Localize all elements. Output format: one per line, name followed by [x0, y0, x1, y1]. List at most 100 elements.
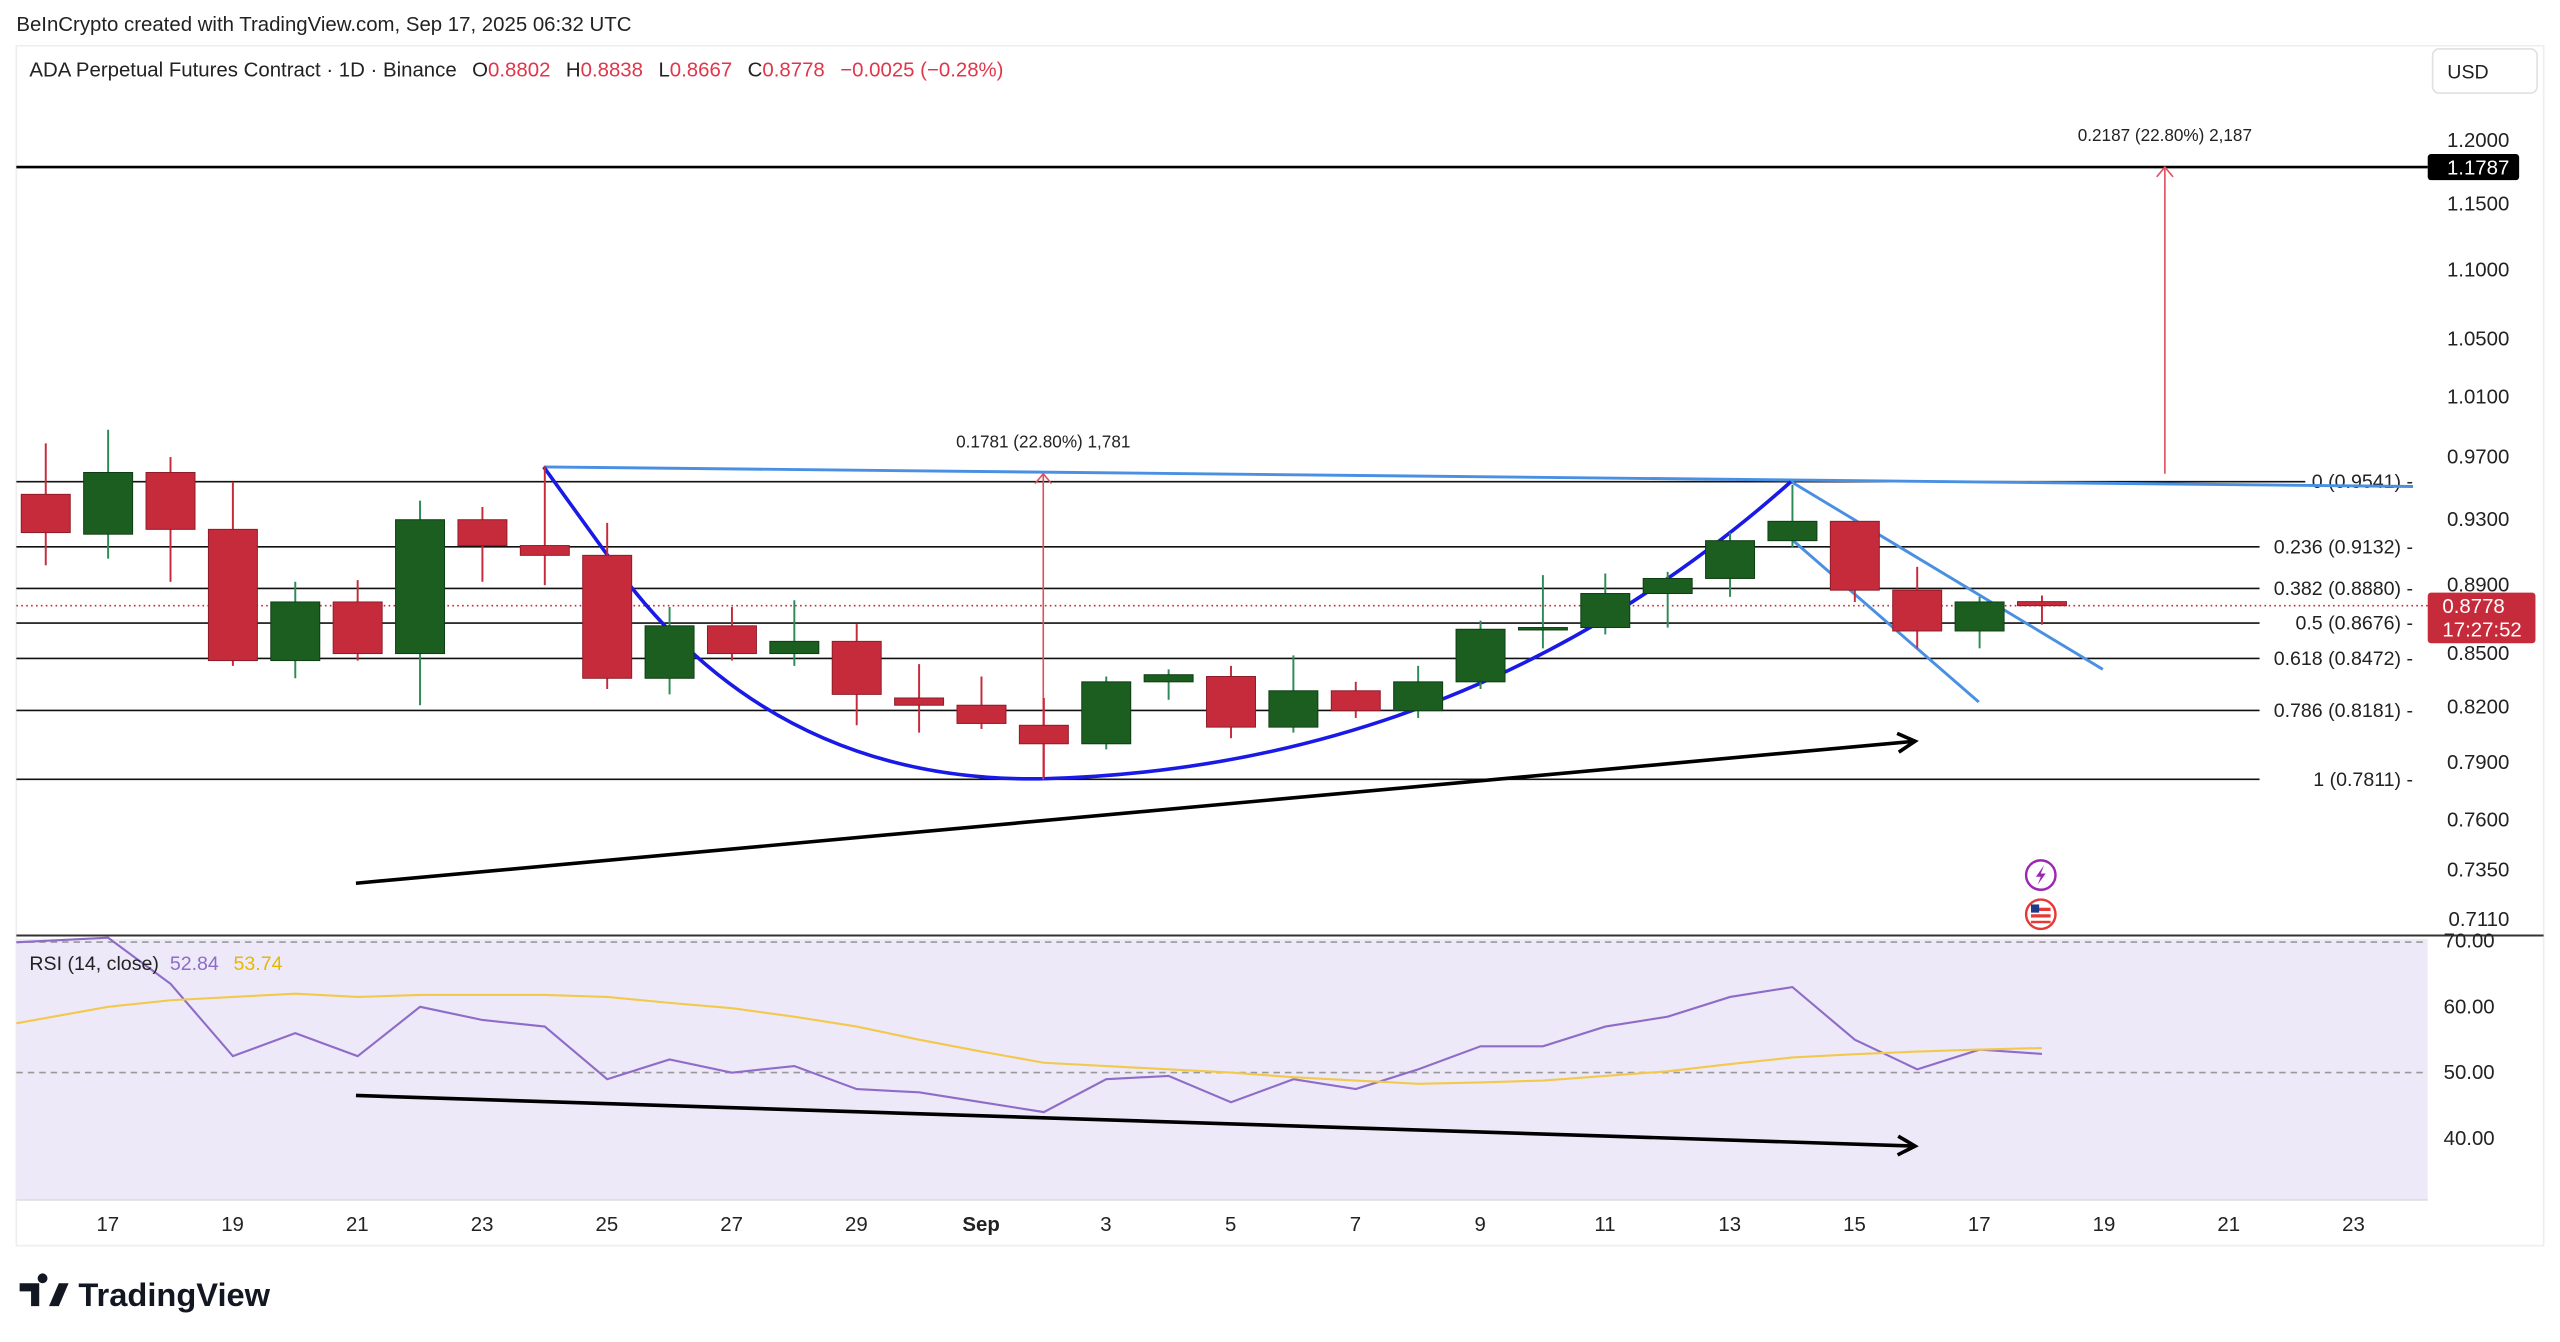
- fib-level-label: 0.382 (0.8880) -: [2274, 578, 2413, 600]
- low-value: 0.8667: [670, 60, 732, 82]
- last-price-badge: [2427, 592, 2536, 644]
- neckline-trendline[interactable]: [543, 465, 2414, 488]
- us-flag-icon[interactable]: [2024, 898, 2057, 931]
- rsi-axis-tick: 70.00: [2444, 931, 2495, 953]
- candle-body[interactable]: [1206, 676, 1256, 728]
- flag-lower-line[interactable]: [1790, 537, 1980, 704]
- rsi-line[interactable]: [16, 936, 2043, 1114]
- last-price-value: 0.8778: [2442, 596, 2504, 618]
- time-axis-tick: 15: [1843, 1214, 1866, 1236]
- change-value: −0.0025 (−0.28%): [840, 60, 1003, 82]
- price-axis-tick: 0.7600: [2447, 810, 2509, 832]
- measure-arrow-head: [2156, 165, 2174, 178]
- price-axis-tick: 1.1500: [2447, 193, 2509, 215]
- candle-body[interactable]: [457, 519, 508, 547]
- rsi-title: RSI (14, close): [29, 953, 158, 975]
- time-axis-tick: 7: [1350, 1214, 1361, 1236]
- candle-body[interactable]: [395, 519, 446, 655]
- rsi-background: [16, 938, 2428, 1200]
- candle-body[interactable]: [1268, 690, 1319, 728]
- open-value: 0.8802: [488, 60, 550, 82]
- time-axis-tick: 9: [1475, 1214, 1486, 1236]
- candle-body[interactable]: [1081, 681, 1132, 745]
- candle-body[interactable]: [582, 554, 633, 679]
- rsi-axis-tick: 60.00: [2444, 996, 2495, 1018]
- candle-body[interactable]: [894, 697, 945, 706]
- credit-text: BeInCrypto created with TradingView.com,…: [16, 14, 631, 36]
- time-axis-tick: 29: [845, 1214, 868, 1236]
- target-price-value: 1.1787: [2447, 157, 2509, 179]
- candle-body[interactable]: [207, 528, 258, 662]
- time-axis-tick: 25: [596, 1214, 619, 1236]
- high-value: 0.8838: [581, 60, 643, 82]
- candle-body[interactable]: [83, 471, 134, 535]
- open-label: O: [472, 60, 488, 82]
- candle-body[interactable]: [1580, 593, 1631, 629]
- price-axis-tick: 0.9700: [2447, 447, 2509, 469]
- rsi-ma-line[interactable]: [16, 992, 2042, 1085]
- candle-body[interactable]: [831, 640, 882, 695]
- svg-text:ADA Perpetual Futures Contract: ADA Perpetual Futures Contract · 1D · Bi…: [29, 60, 1003, 82]
- time-axis-tick: 21: [346, 1214, 369, 1236]
- price-axis-tick: 0.8500: [2447, 643, 2509, 665]
- price-axis-tick: 0.8900: [2447, 575, 2509, 597]
- candle-body[interactable]: [1517, 627, 1568, 631]
- candle-body[interactable]: [2016, 601, 2067, 607]
- tradingview-logo[interactable]: TradingView: [19, 1273, 271, 1313]
- candle-body[interactable]: [332, 601, 383, 655]
- candle-body[interactable]: [769, 640, 820, 655]
- fib-level-label: 1 (0.7811) -: [2313, 769, 2413, 791]
- currency-button[interactable]: USD: [2431, 48, 2538, 94]
- high-label: H: [566, 60, 581, 82]
- logo-text: TradingView: [78, 1276, 270, 1313]
- candle-body[interactable]: [1767, 520, 1818, 542]
- candle-body[interactable]: [1393, 681, 1444, 712]
- legend-row: ADA Perpetual Futures Contract · 1D · Bi…: [29, 60, 1003, 82]
- candle-body[interactable]: [519, 545, 570, 556]
- rsi-value: 52.84: [170, 953, 219, 975]
- rsi-divergence-arrow-head: [1896, 1134, 1919, 1157]
- time-axis-tick: Sep: [962, 1214, 999, 1236]
- fib-level-label: 0 (0.9541) -: [2312, 471, 2413, 493]
- price-axis-tick: 1.0100: [2447, 386, 2509, 408]
- time-axis-tick: 17: [96, 1214, 119, 1236]
- candle-body[interactable]: [644, 625, 695, 679]
- measure-label: 0.2187 (22.80%) 2,187: [2078, 125, 2252, 145]
- price-axis-tick: 1.1000: [2447, 259, 2509, 281]
- time-axis-tick: 21: [2217, 1214, 2240, 1236]
- candle-body[interactable]: [1143, 674, 1194, 683]
- rsi-axis-tick: 40.00: [2444, 1128, 2495, 1150]
- price-axis-tick: 0.9300: [2447, 509, 2509, 531]
- price-trend-arrow[interactable]: [355, 739, 1916, 886]
- fib-level-label: 0.5 (0.8676) -: [2295, 613, 2413, 635]
- candle-body[interactable]: [20, 493, 71, 534]
- fib-level-label: 0.618 (0.8472) -: [2274, 648, 2413, 670]
- price-axis-tick: 1.0500: [2447, 329, 2509, 351]
- lightning-icon[interactable]: [2024, 859, 2057, 891]
- candle-body[interactable]: [706, 625, 757, 655]
- measure-arrow-head: [1034, 472, 1053, 485]
- symbol-title: ADA Perpetual Futures Contract · 1D · Bi…: [29, 60, 456, 82]
- candle-body[interactable]: [1642, 577, 1693, 595]
- candle-body[interactable]: [270, 601, 321, 662]
- price-axis-tick: 0.8200: [2447, 697, 2509, 719]
- fib-level-label: 0.786 (0.8181) -: [2274, 700, 2413, 722]
- fib-level-label: 0.236 (0.9132) -: [2274, 536, 2413, 558]
- candle-body[interactable]: [145, 471, 196, 530]
- candle-body[interactable]: [1018, 724, 1069, 745]
- candle-body[interactable]: [1705, 540, 1756, 579]
- candle-body[interactable]: [1330, 690, 1381, 712]
- rsi-axis-tick: 50.00: [2444, 1062, 2495, 1084]
- candle-body[interactable]: [1455, 628, 1506, 683]
- time-axis-tick: 13: [1718, 1214, 1741, 1236]
- rsi-divergence-arrow[interactable]: [355, 1093, 1916, 1148]
- time-axis-tick: 23: [471, 1214, 494, 1236]
- candle-body[interactable]: [1954, 601, 2005, 632]
- flag-upper-line[interactable]: [1790, 480, 2104, 671]
- candle-body[interactable]: [1829, 520, 1880, 591]
- candle-body[interactable]: [956, 704, 1007, 724]
- low-label: L: [658, 60, 669, 82]
- candle-body[interactable]: [1892, 589, 1943, 632]
- time-axis-tick: 3: [1100, 1214, 1111, 1236]
